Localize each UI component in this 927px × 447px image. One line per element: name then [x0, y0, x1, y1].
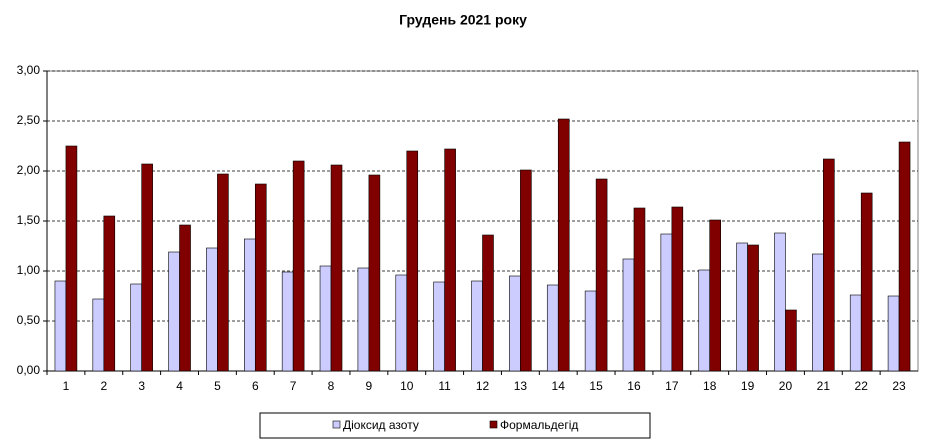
bar: [774, 232, 786, 372]
x-tick-label: 16: [627, 379, 641, 393]
bar: [546, 284, 559, 372]
x-tick-label: 22: [855, 379, 869, 393]
x-tick-label: 7: [290, 379, 297, 393]
bar: [54, 280, 67, 372]
y-tick-label: 0,00: [17, 363, 41, 377]
bar: [633, 207, 646, 372]
x-tick-label: 10: [400, 379, 414, 393]
chart-title: Грудень 2021 року: [399, 12, 527, 28]
bar: [433, 281, 445, 372]
bar: [812, 253, 824, 372]
bar: [168, 251, 180, 372]
x-tick-label: 20: [779, 379, 793, 393]
bar: [860, 192, 873, 372]
bar: [671, 206, 684, 372]
bar: [622, 258, 635, 372]
legend-swatch: [489, 420, 498, 429]
bar: [660, 233, 673, 372]
x-tick-label: 21: [817, 379, 831, 393]
bar: [584, 290, 597, 372]
bar: [887, 295, 900, 372]
x-tick-label: 18: [703, 379, 717, 393]
bar: [849, 294, 862, 372]
bar: [747, 244, 759, 372]
y-tick-label: 2,00: [17, 163, 41, 177]
bar: [482, 234, 494, 372]
x-tick-label: 11: [438, 379, 451, 393]
legend-label: Формальдегід: [500, 418, 578, 432]
bar: [785, 309, 797, 372]
y-tick-label: 3,00: [17, 63, 41, 77]
x-tick-label: 14: [552, 379, 566, 393]
bar: [281, 271, 294, 372]
bar: [179, 224, 191, 372]
bar: [368, 174, 381, 372]
bar: [206, 247, 218, 372]
bar: [319, 265, 332, 372]
bar: [357, 267, 370, 372]
bar: [520, 169, 532, 372]
x-tick-label: 12: [476, 379, 490, 393]
legend-box: [259, 412, 651, 439]
x-tick-label: 4: [176, 379, 183, 393]
bar: [292, 160, 305, 372]
bar: [217, 173, 229, 372]
x-tick-label: 13: [514, 379, 528, 393]
x-tick-label: 15: [589, 379, 603, 393]
bar: [444, 148, 456, 372]
bar: [557, 118, 570, 372]
bar: [595, 178, 608, 372]
x-tick-label: 17: [665, 379, 679, 393]
x-tick-label: 8: [328, 379, 335, 393]
y-tick-label: 1,00: [17, 263, 41, 277]
x-tick-label: 5: [214, 379, 221, 393]
x-tick-label: 6: [252, 379, 259, 393]
bar: [103, 215, 116, 372]
x-tick-label: 9: [366, 379, 373, 393]
bar: [823, 158, 835, 372]
x-tick-label: 2: [100, 379, 107, 393]
bar: [65, 145, 78, 372]
bar: [698, 269, 711, 372]
x-tick-label: 23: [892, 379, 906, 393]
bar: [709, 219, 721, 372]
bar: [92, 298, 105, 372]
y-tick-label: 2,50: [17, 113, 41, 127]
bar: [471, 280, 483, 372]
bar: [130, 283, 142, 372]
bar: [406, 150, 419, 372]
bar: [736, 242, 748, 372]
y-tick-label: 0,50: [17, 313, 41, 327]
bar: [244, 238, 256, 372]
x-tick-label: 3: [138, 379, 145, 393]
bar: [141, 163, 153, 372]
bar: [509, 275, 521, 372]
bar: [395, 274, 408, 372]
bar: [330, 164, 343, 372]
bar: [898, 141, 911, 372]
y-tick-label: 1,50: [17, 213, 41, 227]
legend-swatch: [332, 420, 341, 429]
x-tick-label: 19: [741, 379, 755, 393]
bar: [254, 183, 267, 372]
legend-label: Діоксид азоту: [343, 418, 419, 432]
x-tick-label: 1: [63, 379, 70, 393]
